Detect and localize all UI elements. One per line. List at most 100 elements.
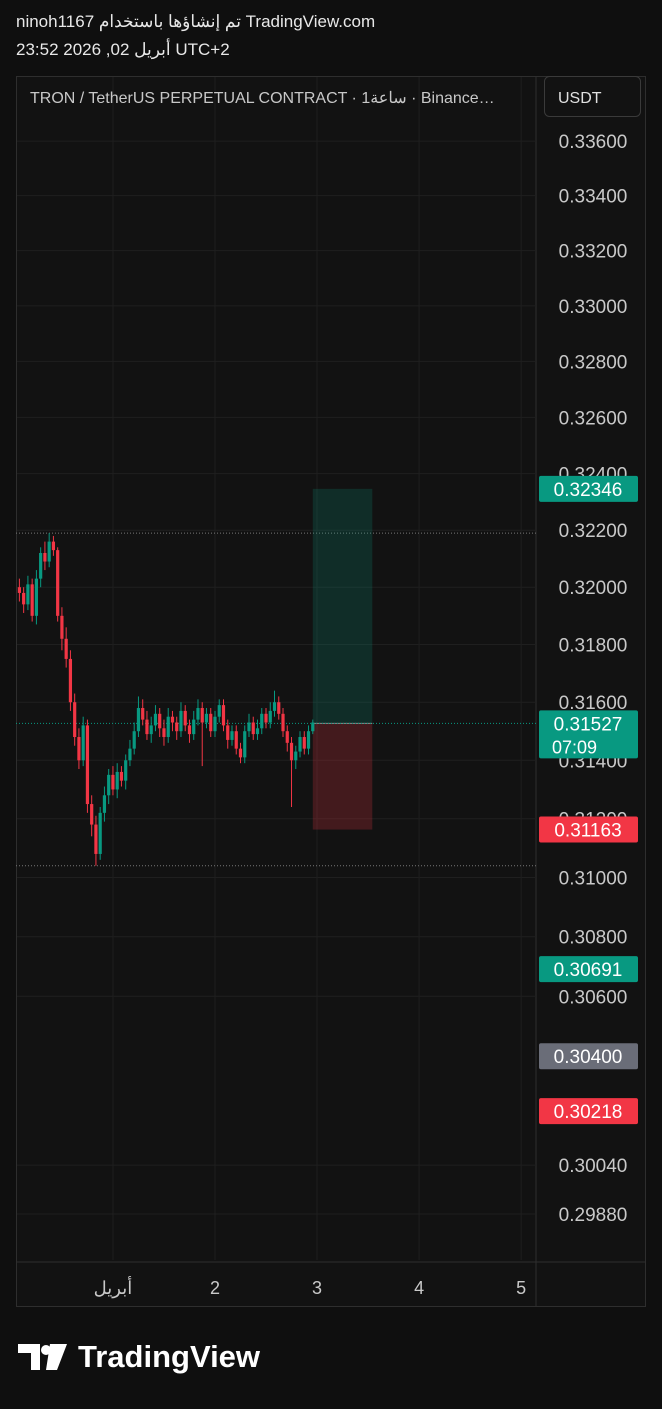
candle-body bbox=[166, 716, 170, 738]
candle-body bbox=[145, 719, 149, 735]
candle-body bbox=[272, 702, 277, 711]
candle-body bbox=[311, 722, 315, 732]
candle-body bbox=[175, 722, 179, 732]
stop-zone bbox=[312, 723, 373, 830]
x-tick-label: أبريل bbox=[94, 1276, 133, 1299]
candle-body bbox=[26, 584, 30, 605]
price-axis: 0.33600 0.33400 0.33200 0.33000 0.32800 0.326… bbox=[94, 132, 638, 1299]
candle-body bbox=[209, 713, 213, 732]
candle-body bbox=[60, 615, 64, 639]
candle-body bbox=[285, 731, 289, 743]
candle-body bbox=[124, 760, 128, 781]
candle-body bbox=[149, 725, 153, 735]
candle-body bbox=[255, 728, 260, 735]
price-badge-label: 0.31163 bbox=[554, 821, 621, 842]
y-tick-label: 0.33600 bbox=[559, 132, 628, 153]
price-badge-label: 0.31527 bbox=[554, 714, 623, 735]
candle-body bbox=[204, 713, 209, 723]
x-tick-label: 2 bbox=[210, 1278, 220, 1298]
grid bbox=[17, 77, 536, 1260]
price-badge bbox=[539, 816, 638, 843]
header-date: 23:52 2026 ,02 أبريل UTC+2 bbox=[16, 38, 230, 60]
y-tick-label: 0.29880 bbox=[559, 1205, 628, 1226]
candle-body bbox=[260, 713, 264, 729]
candle-body bbox=[183, 710, 187, 726]
y-tick-label: 0.33200 bbox=[559, 242, 628, 263]
candle-body bbox=[43, 552, 47, 562]
price-badge-label: 0.30691 bbox=[554, 960, 623, 981]
currency[interactable]: USDT bbox=[558, 90, 602, 107]
price-badge bbox=[539, 1098, 638, 1125]
countdown: 07:09 bbox=[552, 737, 597, 757]
candle-body bbox=[226, 725, 230, 740]
price-badge-label: 0.30218 bbox=[554, 1102, 623, 1123]
candle-body bbox=[264, 713, 268, 723]
x-tick-label: 5 bbox=[516, 1278, 526, 1298]
candle-body bbox=[238, 748, 243, 758]
candle-body bbox=[196, 708, 200, 720]
y-tick-label: 0.33000 bbox=[559, 297, 628, 318]
price-badge bbox=[539, 956, 638, 983]
candle-body bbox=[22, 592, 26, 605]
price-badge bbox=[539, 475, 638, 502]
candle-body bbox=[306, 731, 311, 749]
candle-body bbox=[64, 638, 68, 659]
candle-body bbox=[187, 725, 192, 735]
y-tick-label: 0.31000 bbox=[559, 869, 628, 890]
y-tick-label: 0.32600 bbox=[559, 408, 628, 429]
candle-body bbox=[94, 824, 98, 854]
candle-body bbox=[115, 771, 119, 790]
candle-body bbox=[136, 708, 141, 732]
brand-name: TradingView bbox=[78, 1339, 261, 1374]
y-tick-label: 0.31600 bbox=[559, 693, 628, 714]
header-line: ninoh1167 تم إنشاؤها باستخدام TradingVie… bbox=[16, 12, 375, 32]
candle-body bbox=[192, 719, 196, 735]
candle-body bbox=[56, 550, 60, 616]
logo-mark bbox=[18, 1344, 67, 1370]
candle-body bbox=[51, 541, 56, 551]
candle-body bbox=[141, 708, 145, 720]
candle-body bbox=[221, 705, 226, 726]
candle-body bbox=[102, 795, 107, 813]
y-tick-label: 0.30040 bbox=[559, 1156, 628, 1177]
candle-body bbox=[158, 713, 162, 729]
candle-body bbox=[77, 737, 81, 761]
candle-body bbox=[68, 658, 73, 703]
candle-body bbox=[17, 587, 22, 593]
candle-body bbox=[153, 713, 158, 726]
y-tick-label: 0.33400 bbox=[559, 187, 628, 208]
candle-body bbox=[47, 541, 51, 562]
x-tick-label: 3 bbox=[312, 1278, 322, 1298]
candle-body bbox=[213, 716, 217, 732]
candle-body bbox=[302, 737, 306, 749]
candle-body bbox=[294, 751, 298, 761]
price-badge-label: 0.32346 bbox=[554, 480, 623, 501]
candle-body bbox=[234, 731, 238, 749]
price-badge-label: 0.30400 bbox=[554, 1047, 623, 1068]
candle-body bbox=[73, 702, 77, 738]
candle-body bbox=[200, 708, 204, 723]
y-tick-label: 0.32000 bbox=[559, 578, 628, 599]
candle-body bbox=[128, 748, 132, 761]
candle-body bbox=[179, 710, 183, 732]
currency-button[interactable] bbox=[544, 76, 641, 117]
y-tick-label: 0.32800 bbox=[559, 352, 628, 373]
candle-body bbox=[90, 804, 94, 825]
candle-body bbox=[34, 578, 39, 616]
candle-body bbox=[30, 584, 34, 616]
candle-body bbox=[39, 552, 43, 579]
candle-body bbox=[107, 774, 111, 796]
candle-body bbox=[111, 774, 115, 790]
candle-body bbox=[119, 771, 124, 781]
candle-body bbox=[132, 731, 136, 749]
logo-dot bbox=[41, 1345, 51, 1355]
y-tick-label: 0.30800 bbox=[559, 928, 628, 949]
candle-body bbox=[81, 725, 85, 761]
candle-body bbox=[170, 716, 175, 723]
candle-body bbox=[217, 705, 221, 717]
y-tick-label: 0.31800 bbox=[559, 636, 628, 657]
target-zone bbox=[312, 488, 373, 724]
candle-body bbox=[243, 731, 247, 758]
candle-body bbox=[85, 725, 90, 805]
